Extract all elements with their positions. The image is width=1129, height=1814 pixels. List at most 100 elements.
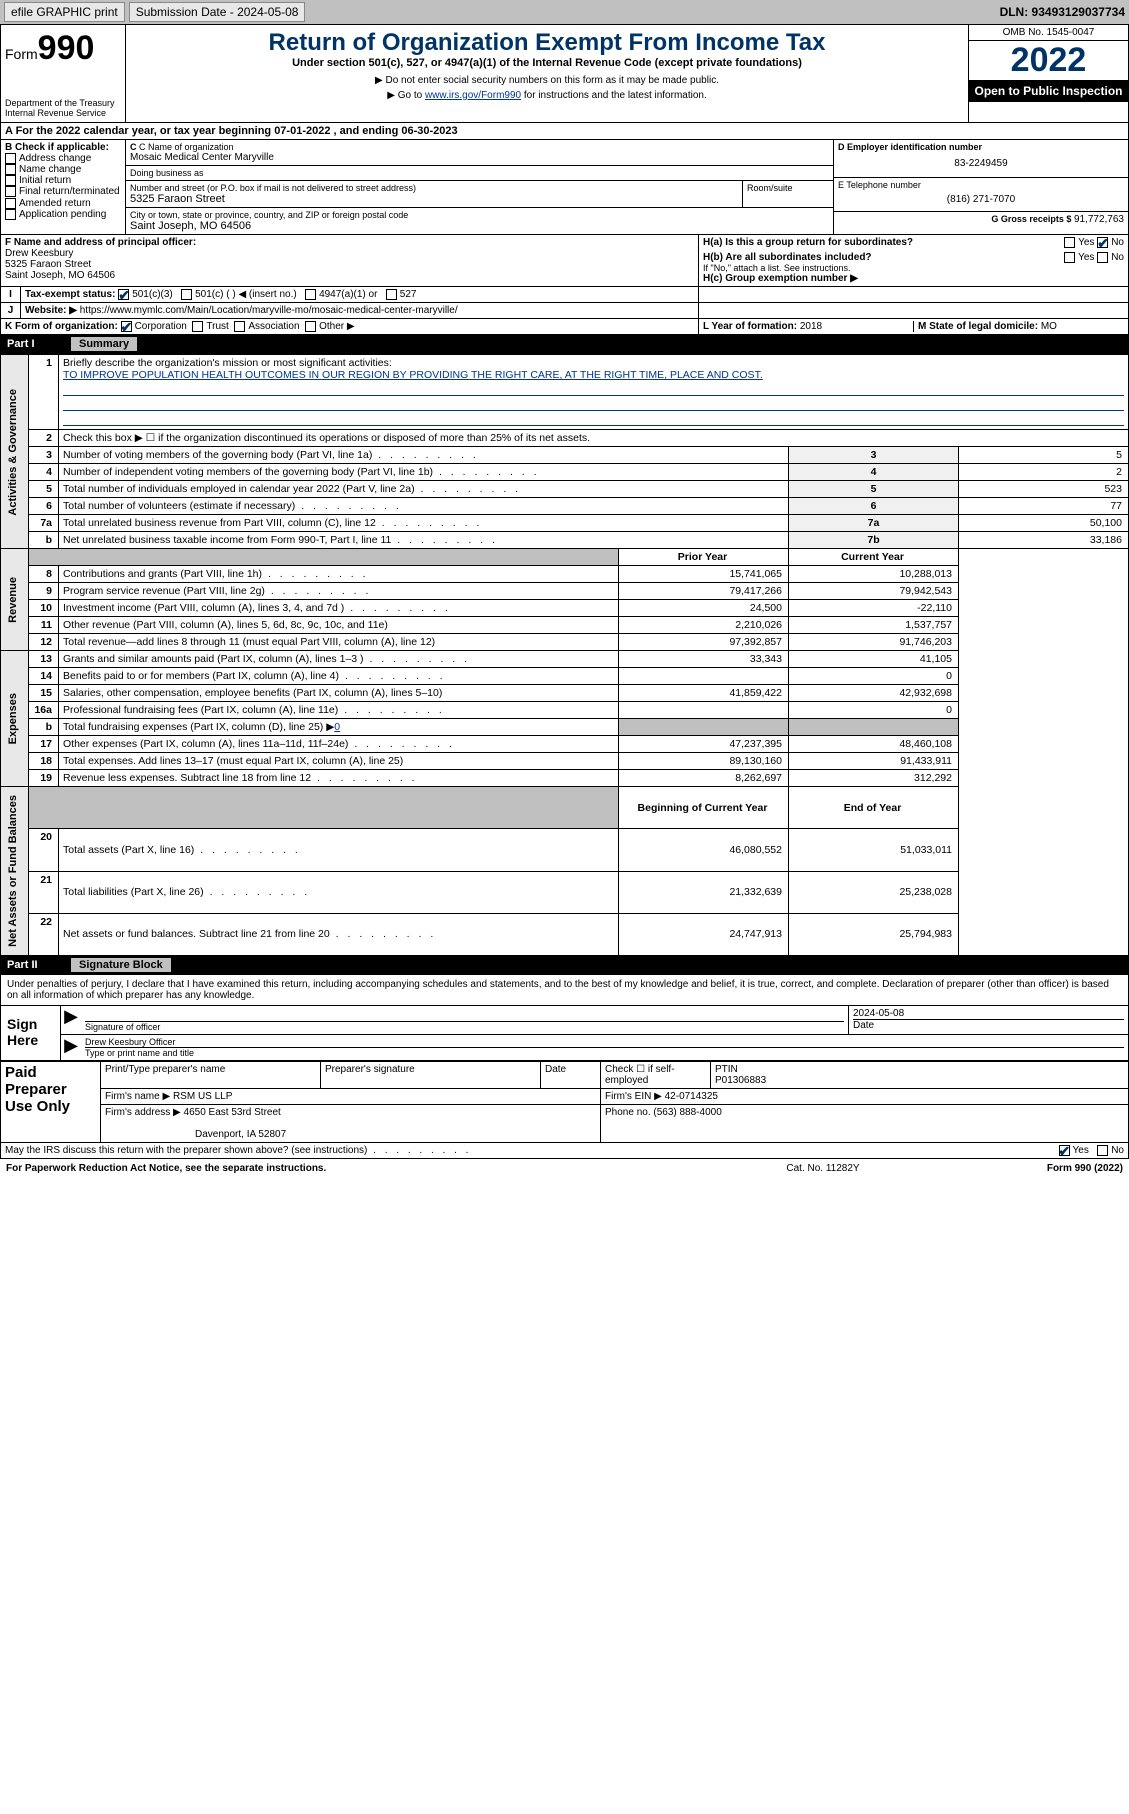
gross-receipts-label: G Gross receipts $ [991,214,1074,224]
line13-current: 41,105 [789,651,959,668]
line7b-label: Net unrelated business taxable income fr… [59,532,789,549]
submission-date-button[interactable]: Submission Date - 2024-05-08 [129,2,306,22]
officer-label: F Name and address of principal officer: [5,237,694,248]
line17-label: Other expenses (Part IX, column (A), lin… [59,736,619,753]
checkbox-501c3[interactable] [118,289,129,300]
checkbox-discuss-no[interactable] [1097,1145,1108,1156]
line12-prior: 97,392,857 [619,634,789,651]
form-subtitle: Under section 501(c), 527, or 4947(a)(1)… [134,57,960,69]
ha-label: H(a) Is this a group return for subordin… [703,237,913,248]
checkbox-address-change[interactable] [5,153,16,164]
print-name-label: Print/Type preparer's name [101,1062,321,1089]
checkbox-discuss-yes[interactable] [1059,1145,1070,1156]
website-value: https://www.mymlc.com/Main/Location/mary… [80,305,458,316]
hdr-end-year: End of Year [789,787,959,829]
checkbox-name-change[interactable] [5,164,16,175]
part-1-header: Part I Summary [0,335,1129,354]
line12-current: 91,746,203 [789,634,959,651]
irs-link[interactable]: www.irs.gov/Form990 [425,90,521,101]
summary-table: Activities & Governance 1 Briefly descri… [0,354,1129,956]
firm-ein-value: 42-0714325 [665,1091,718,1102]
line20-end: 51,033,011 [789,829,959,871]
line9-current: 79,942,543 [789,583,959,600]
checkbox-ha-no[interactable] [1097,237,1108,248]
paperwork-notice: For Paperwork Reduction Act Notice, see … [6,1163,723,1174]
checkbox-amended-return[interactable] [5,198,16,209]
officer-group-block: F Name and address of principal officer:… [0,235,1129,287]
officer-name: Drew Keesbury [5,248,694,259]
firm-addr1: 4650 East 53rd Street [184,1107,281,1118]
form-number: Form990 [5,29,121,68]
checkbox-hb-no[interactable] [1097,252,1108,263]
line19-prior: 8,262,697 [619,770,789,787]
year-formation-label: L Year of formation: [703,321,800,332]
line18-label: Total expenses. Add lines 13–17 (must eq… [59,753,619,770]
line20-label: Total assets (Part X, line 16) [59,829,619,871]
self-employed-label: Check ☐ if self-employed [601,1062,711,1089]
domicile-label: M State of legal domicile: [918,321,1038,332]
checkbox-hb-yes[interactable] [1064,252,1075,263]
line10-current: -22,110 [789,600,959,617]
line9-prior: 79,417,266 [619,583,789,600]
checkbox-ha-yes[interactable] [1064,237,1075,248]
dept-treasury: Department of the Treasury [5,98,121,108]
checkbox-corporation[interactable] [121,321,132,332]
prep-date-label: Date [541,1062,601,1089]
line22-begin: 24,747,913 [619,913,789,955]
line16a-current: 0 [789,702,959,719]
line16b-label: Total fundraising expenses (Part IX, col… [59,719,619,736]
checkbox-4947[interactable] [305,289,316,300]
line15-label: Salaries, other compensation, employee b… [59,685,619,702]
line15-current: 42,932,698 [789,685,959,702]
line22-label: Net assets or fund balances. Subtract li… [59,913,619,955]
line13-prior: 33,343 [619,651,789,668]
line2: Check this box ▶ ☐ if the organization d… [59,430,1129,447]
line1-label: Briefly describe the organization's miss… [63,357,392,369]
form-page-ref: Form 990 (2022) [923,1163,1123,1174]
line12-label: Total revenue—add lines 8 through 11 (mu… [59,634,619,651]
checkbox-501c[interactable] [181,289,192,300]
sig-name-title-label: Type or print name and title [85,1047,1124,1058]
irs-label: Internal Revenue Service [5,108,121,118]
firm-phone-value: (563) 888-4000 [653,1107,721,1118]
line8-prior: 15,741,065 [619,566,789,583]
line18-prior: 89,130,160 [619,753,789,770]
sig-officer-label: Signature of officer [85,1022,844,1032]
row-website: J Website: ▶ https://www.mymlc.com/Main/… [0,303,1129,319]
hb-label: H(b) Are all subordinates included? [703,252,872,263]
checkbox-association[interactable] [234,321,245,332]
dba-label: Doing business as [130,168,829,178]
discuss-text: May the IRS discuss this return with the… [5,1145,471,1156]
line14-prior [619,668,789,685]
ptin-value: P01306883 [715,1075,766,1086]
firm-name-value: RSM US LLP [173,1091,232,1102]
vtab-expenses: Expenses [5,687,21,750]
room-suite-label: Room/suite [743,181,833,207]
vtab-revenue: Revenue [5,571,21,629]
checkbox-application-pending[interactable] [5,209,16,220]
checkbox-527[interactable] [386,289,397,300]
tax-year: 2022 [969,41,1128,80]
line18-current: 91,433,911 [789,753,959,770]
gross-receipts-value: 91,772,763 [1074,214,1124,225]
line11-current: 1,537,757 [789,617,959,634]
checkbox-trust[interactable] [192,321,203,332]
officer-city: Saint Joseph, MO 64506 [5,270,694,281]
checkbox-initial-return[interactable] [5,175,16,186]
line16a-prior [619,702,789,719]
checkbox-other[interactable] [305,321,316,332]
phone-label: E Telephone number [838,180,1124,190]
hdr-current-year: Current Year [789,549,959,566]
line8-label: Contributions and grants (Part VIII, lin… [59,566,619,583]
line6-label: Total number of volunteers (estimate if … [59,498,789,515]
line13-label: Grants and similar amounts paid (Part IX… [59,651,619,668]
sig-name-title: Drew Keesbury Officer [85,1037,1124,1047]
form-header: Form990 Department of the Treasury Inter… [0,24,1129,123]
line9-label: Program service revenue (Part VIII, line… [59,583,619,600]
firm-addr2: Davenport, IA 52807 [195,1129,286,1140]
line14-label: Benefits paid to or for members (Part IX… [59,668,619,685]
sign-here-label: Sign Here [1,1006,61,1060]
checkbox-final-return[interactable] [5,186,16,197]
efile-print-button[interactable]: efile GRAPHIC print [4,2,125,22]
dln-label: DLN: 93493129037734 [1000,5,1125,19]
